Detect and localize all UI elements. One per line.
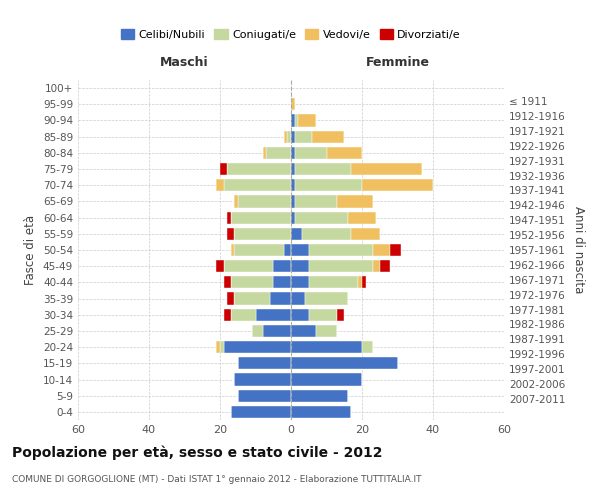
Bar (263, 147, 266, 159)
Bar (291, 276, 309, 288)
Bar (291, 179, 295, 192)
Bar (309, 244, 373, 256)
Bar (295, 196, 337, 207)
Bar (227, 228, 234, 240)
Bar (287, 130, 291, 142)
Bar (273, 260, 291, 272)
Bar (230, 212, 291, 224)
Bar (284, 130, 287, 142)
Bar (238, 196, 291, 207)
Bar (302, 228, 352, 240)
Bar (295, 114, 298, 126)
Bar (224, 179, 291, 192)
Bar (362, 276, 365, 288)
Bar (291, 98, 295, 110)
Bar (291, 196, 295, 207)
Bar (291, 406, 352, 418)
Bar (373, 260, 380, 272)
Y-axis label: Fasce di età: Fasce di età (25, 215, 37, 285)
Bar (291, 341, 362, 353)
Bar (220, 341, 224, 353)
Text: Femmine: Femmine (365, 56, 430, 68)
Bar (234, 292, 270, 304)
Bar (298, 114, 316, 126)
Bar (234, 374, 291, 386)
Bar (217, 179, 224, 192)
Bar (295, 179, 362, 192)
Bar (313, 130, 344, 142)
Bar (224, 308, 230, 321)
Bar (295, 147, 326, 159)
Bar (224, 341, 291, 353)
Bar (309, 276, 358, 288)
Bar (230, 276, 273, 288)
Bar (227, 163, 291, 175)
Bar (295, 212, 348, 224)
Bar (316, 325, 337, 337)
Bar (291, 147, 295, 159)
Bar (391, 244, 401, 256)
Bar (291, 244, 309, 256)
Bar (309, 260, 373, 272)
Bar (291, 260, 309, 272)
Bar (238, 358, 291, 370)
Bar (270, 292, 291, 304)
Bar (291, 374, 362, 386)
Bar (273, 276, 291, 288)
Bar (227, 292, 234, 304)
Bar (358, 276, 362, 288)
Bar (352, 228, 380, 240)
Text: COMUNE DI GORGOGLIONE (MT) - Dati ISTAT 1° gennaio 2012 - Elaborazione TUTTITALI: COMUNE DI GORGOGLIONE (MT) - Dati ISTAT … (12, 475, 421, 484)
Bar (266, 147, 291, 159)
Bar (309, 308, 337, 321)
Bar (217, 341, 220, 353)
Bar (380, 260, 391, 272)
Bar (291, 292, 305, 304)
Bar (263, 325, 291, 337)
Bar (326, 147, 362, 159)
Bar (238, 390, 291, 402)
Bar (252, 325, 263, 337)
Bar (295, 163, 352, 175)
Bar (230, 308, 256, 321)
Bar (337, 308, 344, 321)
Bar (337, 196, 373, 207)
Bar (352, 163, 422, 175)
Bar (348, 212, 376, 224)
Bar (291, 114, 295, 126)
Y-axis label: Anni di nascita: Anni di nascita (572, 206, 585, 294)
Bar (291, 308, 309, 321)
Bar (362, 341, 373, 353)
Bar (230, 244, 234, 256)
Bar (217, 260, 224, 272)
Bar (291, 163, 295, 175)
Bar (291, 358, 398, 370)
Bar (256, 308, 291, 321)
Bar (291, 228, 302, 240)
Legend: Celibi/Nubili, Coniugati/e, Vedovi/e, Divorziati/e: Celibi/Nubili, Coniugati/e, Vedovi/e, Di… (116, 24, 466, 44)
Bar (362, 179, 433, 192)
Bar (224, 260, 273, 272)
Text: Maschi: Maschi (160, 56, 209, 68)
Bar (220, 163, 227, 175)
Bar (295, 130, 313, 142)
Text: Popolazione per età, sesso e stato civile - 2012: Popolazione per età, sesso e stato civil… (12, 445, 383, 460)
Bar (305, 292, 348, 304)
Bar (224, 276, 230, 288)
Bar (291, 390, 348, 402)
Bar (234, 244, 284, 256)
Bar (234, 196, 238, 207)
Bar (230, 406, 291, 418)
Bar (234, 228, 291, 240)
Bar (291, 212, 295, 224)
Bar (373, 244, 391, 256)
Bar (227, 212, 230, 224)
Bar (284, 244, 291, 256)
Bar (291, 325, 316, 337)
Bar (291, 130, 295, 142)
